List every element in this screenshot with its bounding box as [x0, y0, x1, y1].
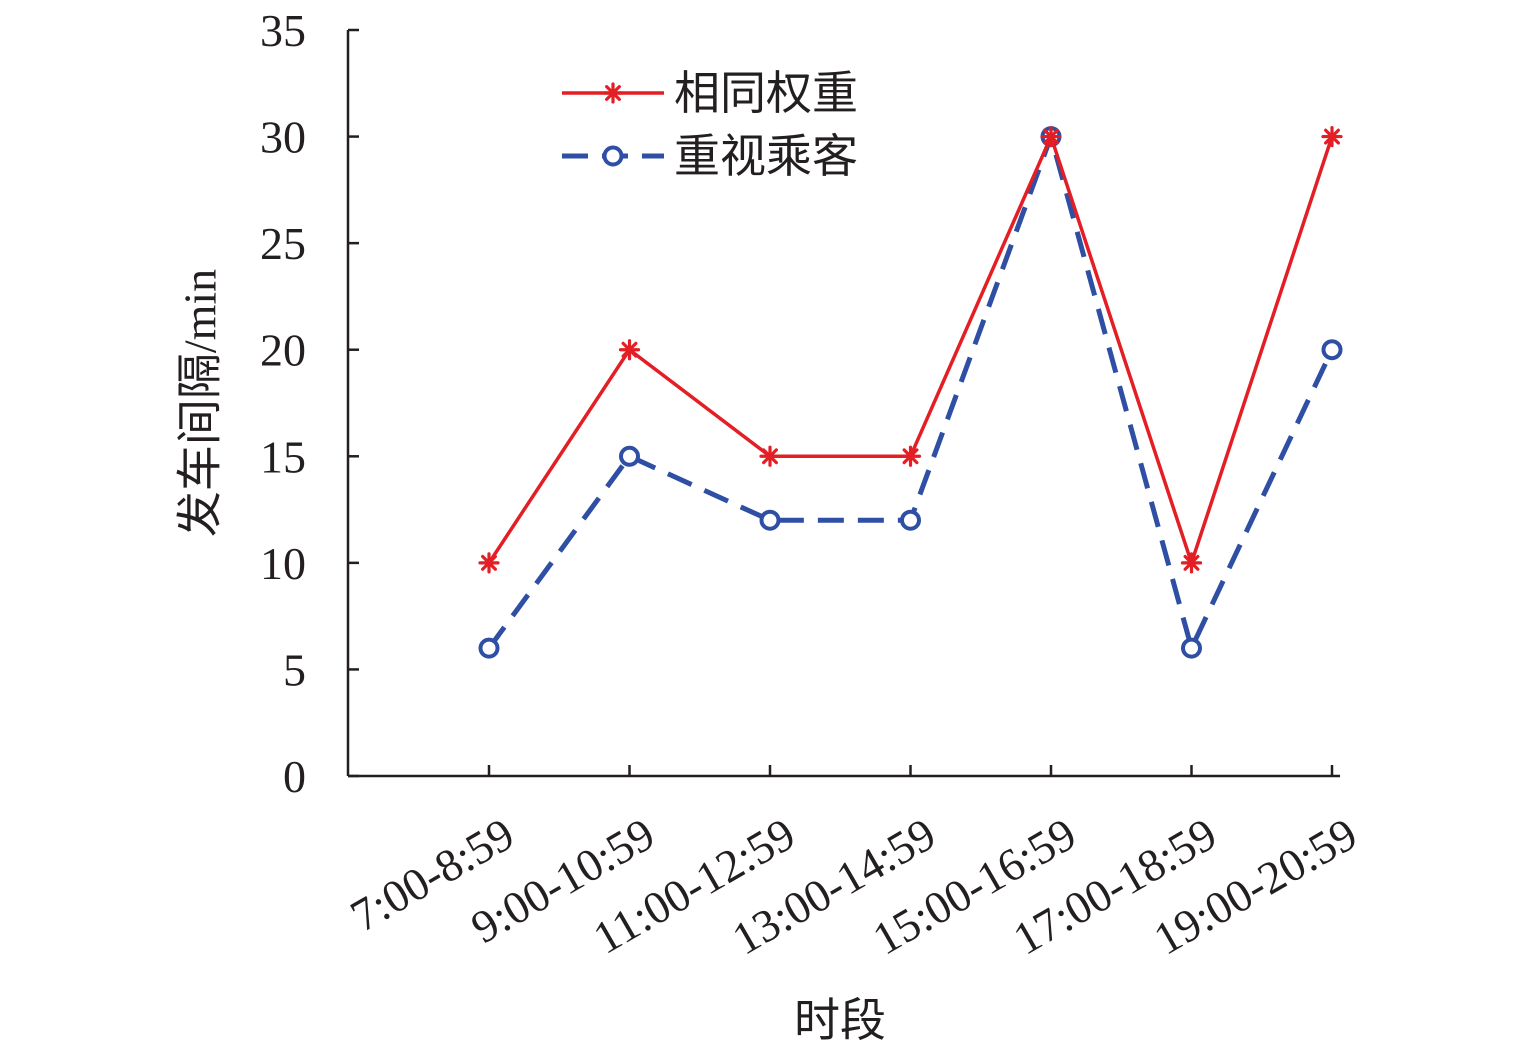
series-1 — [478, 125, 1343, 574]
legend-marker — [602, 145, 624, 167]
data-point — [478, 637, 500, 659]
x-ticks: 7:00-8:599:00-10:5911:00-12:5913:00-14:5… — [342, 765, 1365, 965]
legend-label: 相同权重 — [674, 68, 858, 119]
y-tick-label: 30 — [260, 112, 306, 163]
y-ticks: 0 5 10 15 20 25 30 35 — [260, 5, 359, 802]
series-layer — [478, 125, 1343, 659]
legend-item: 重视乘客 — [562, 131, 858, 182]
data-point — [1181, 637, 1202, 659]
data-point — [1321, 339, 1343, 361]
data-point — [1040, 125, 1062, 148]
data-point — [1180, 552, 1203, 574]
data-point — [759, 509, 781, 531]
data-point — [759, 445, 781, 467]
y-tick-label: 25 — [260, 218, 306, 269]
y-tick-label: 20 — [260, 325, 306, 376]
data-point — [619, 445, 640, 467]
y-tick-label: 0 — [283, 751, 306, 802]
legend-item: 相同权重 — [562, 68, 858, 119]
y-tick-label: 5 — [283, 644, 306, 695]
series-2 — [478, 126, 1343, 659]
y-tick-label: 10 — [260, 538, 306, 589]
y-axis-title: 发车间隔/min — [175, 269, 226, 537]
series-line — [487, 134, 1334, 565]
y-tick-label: 35 — [260, 5, 306, 56]
legend-label: 重视乘客 — [674, 131, 858, 182]
x-axis-title: 时段 — [794, 995, 886, 1046]
data-point — [900, 509, 921, 531]
legend-marker — [602, 82, 624, 104]
data-point — [478, 552, 500, 574]
data-point — [618, 339, 641, 361]
data-point — [899, 445, 922, 467]
series-line — [486, 134, 1335, 651]
y-tick-label: 15 — [260, 431, 306, 482]
data-point — [1321, 125, 1343, 148]
